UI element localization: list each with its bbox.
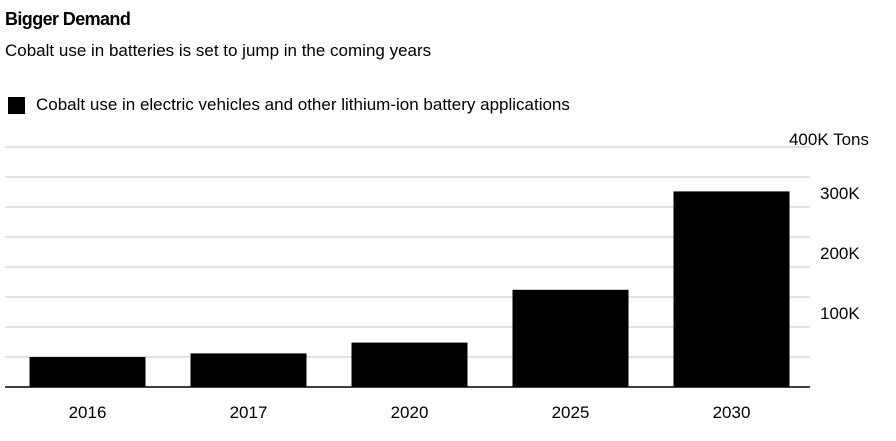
bar-2020	[351, 342, 468, 387]
y-tick-label: 400K Tons	[789, 130, 869, 149]
bar-2025	[512, 289, 629, 387]
x-tick-label: 2016	[69, 403, 107, 422]
x-tick-label: 2030	[713, 403, 751, 422]
x-tick-label: 2017	[230, 403, 268, 422]
y-tick-label: 200K	[820, 244, 860, 263]
chart-subtitle: Cobalt use in batteries is set to jump i…	[5, 41, 432, 60]
bar-2017	[190, 353, 307, 387]
legend-swatch	[8, 96, 25, 114]
y-tick-label: 300K	[820, 184, 860, 203]
chart-title: Bigger Demand	[5, 9, 131, 29]
x-tick-label: 2020	[391, 403, 429, 422]
bar-2030	[673, 191, 790, 387]
y-tick-label: 100K	[820, 304, 860, 323]
legend: Cobalt use in electric vehicles and othe…	[8, 95, 570, 115]
bar-2016	[29, 357, 146, 387]
x-tick-label: 2025	[552, 403, 590, 422]
legend-label: Cobalt use in electric vehicles and othe…	[36, 95, 570, 114]
